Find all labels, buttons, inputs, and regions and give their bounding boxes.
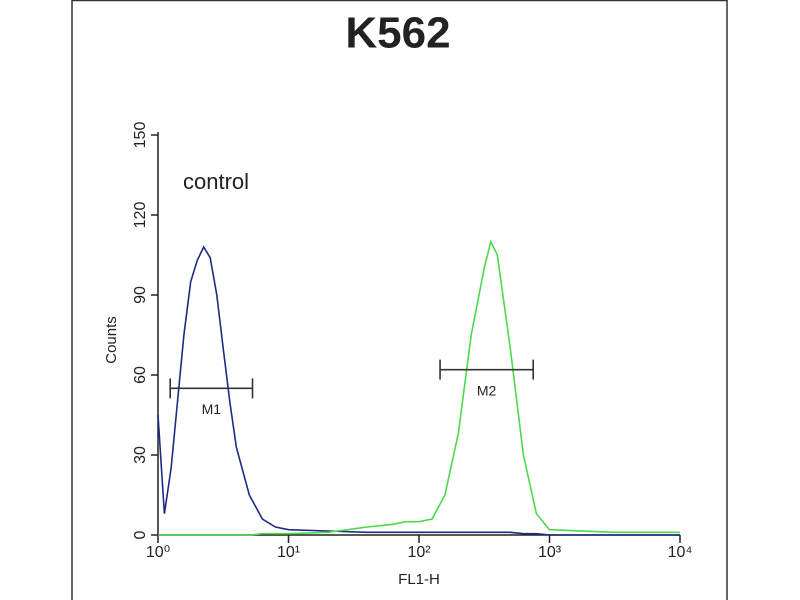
- y-tick-label: 60: [132, 366, 149, 384]
- gate-marker: [439, 359, 534, 380]
- y-axis-label: Counts: [103, 316, 120, 364]
- x-tick-label: 10¹: [277, 544, 300, 561]
- x-axis-label: FL1-H: [398, 571, 440, 588]
- y-tick-label: 120: [132, 202, 149, 229]
- gate-label: M1: [202, 401, 222, 417]
- frame: [71, 0, 728, 600]
- x-tick-label: 10⁰: [146, 544, 170, 561]
- y-tick-label: 30: [132, 446, 149, 464]
- x-tick-label: 10²: [407, 544, 431, 561]
- annotation: control: [183, 169, 249, 194]
- y-tick-label: 150: [132, 122, 149, 149]
- chart-title: K562: [345, 9, 450, 58]
- gate-marker: [169, 378, 254, 399]
- y-tick-label: 0: [132, 530, 149, 539]
- x-tick-label: 10³: [538, 544, 562, 561]
- histogram-line: [158, 239, 680, 536]
- gate-label: M2: [477, 382, 497, 398]
- histogram-line: [157, 245, 680, 536]
- x-tick-label: 10⁴: [668, 544, 693, 561]
- y-tick-label: 90: [132, 286, 149, 304]
